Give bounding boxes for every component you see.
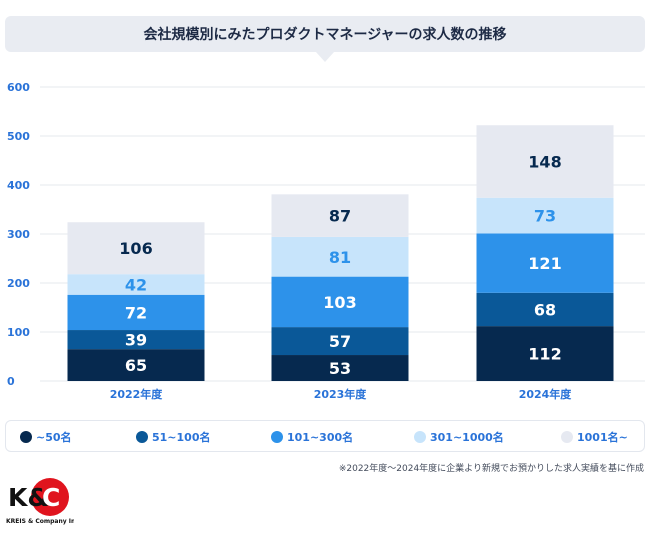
data-label: 103: [323, 293, 356, 312]
bar-segment: [476, 292, 614, 327]
bar-segment: [67, 330, 205, 350]
legend-dot-icon: [136, 431, 148, 443]
legend-item-1: ~50名: [20, 429, 72, 445]
y-tick-label: 200: [7, 277, 30, 290]
legend-label: 51~100名: [152, 431, 211, 444]
legend-label: 101~300名: [287, 431, 354, 444]
bar-segment: [476, 326, 614, 381]
legend-label: 1001名~: [577, 431, 628, 444]
y-tick-label: 600: [7, 81, 30, 94]
x-tick-label: 2024年度: [519, 387, 573, 401]
bar-segment: [67, 294, 205, 331]
data-label: 73: [534, 207, 556, 226]
bar-segment: [271, 276, 409, 328]
title-pointer: [316, 52, 334, 62]
chart-legend: ~50名 51~100名 101~300名 301~1000名 1001名~: [5, 420, 645, 452]
y-tick-label: 300: [7, 228, 30, 241]
legend-dot-icon: [20, 431, 32, 443]
bar-segment: [271, 355, 409, 381]
legend-item-2: 51~100名: [136, 429, 211, 445]
stacked-bar-chart: 0 100 200 300 400 500 600 65 39 72 42 106 2022年度 53 57…: [7, 81, 645, 401]
svg-text:K&: K&: [8, 483, 49, 512]
bar-segment: [67, 222, 205, 275]
data-label: 112: [528, 345, 561, 364]
legend-label: 301~1000名: [430, 431, 504, 444]
data-label: 53: [329, 359, 351, 378]
bar-segment: [476, 233, 614, 293]
chart-title: 会社規模別にみたプロダクトマネージャーの求人数の推移: [5, 16, 645, 52]
legend-dot-icon: [271, 431, 283, 443]
data-label: 121: [528, 254, 561, 273]
data-label: 148: [528, 152, 561, 171]
bar-segment: [67, 349, 205, 381]
data-label: 106: [119, 239, 152, 258]
data-label: 42: [125, 275, 147, 294]
bar-segment: [271, 327, 409, 356]
footnote: ※2022年度〜2024年度に企業より新規でお預かりした求人実績を基に作成: [338, 464, 644, 474]
legend-dot-icon: [561, 431, 573, 443]
x-tick-label: 2022年度: [110, 387, 164, 401]
legend-label: ~50名: [36, 431, 72, 444]
data-label: 81: [329, 248, 351, 267]
svg-text:KREIS & Company Inc.: KREIS & Company Inc.: [6, 518, 74, 525]
legend-item-4: 301~1000名: [414, 429, 504, 445]
data-label: 68: [534, 300, 556, 319]
legend-item-5: 1001名~: [561, 429, 628, 445]
svg-text:C: C: [42, 483, 60, 512]
data-label: 72: [125, 303, 147, 322]
bar-segment: [476, 197, 614, 234]
data-label: 65: [125, 356, 147, 375]
company-logo: K& C KREIS & Company Inc.: [6, 478, 74, 525]
bar-segment: [271, 194, 409, 237]
data-label: 39: [125, 331, 147, 350]
x-tick-label: 2023年度: [314, 387, 368, 401]
legend-item-3: 101~300名: [271, 429, 353, 445]
y-tick-label: 400: [7, 179, 30, 192]
bar-segment: [271, 236, 409, 277]
legend-dot-icon: [414, 431, 426, 443]
data-label: 57: [329, 332, 351, 351]
data-label: 87: [329, 207, 351, 226]
bar-segment: [476, 125, 614, 198]
bar-segment: [67, 274, 205, 295]
y-tick-label: 100: [7, 326, 30, 339]
y-tick-label: 0: [7, 375, 15, 388]
y-tick-label: 500: [7, 130, 30, 143]
